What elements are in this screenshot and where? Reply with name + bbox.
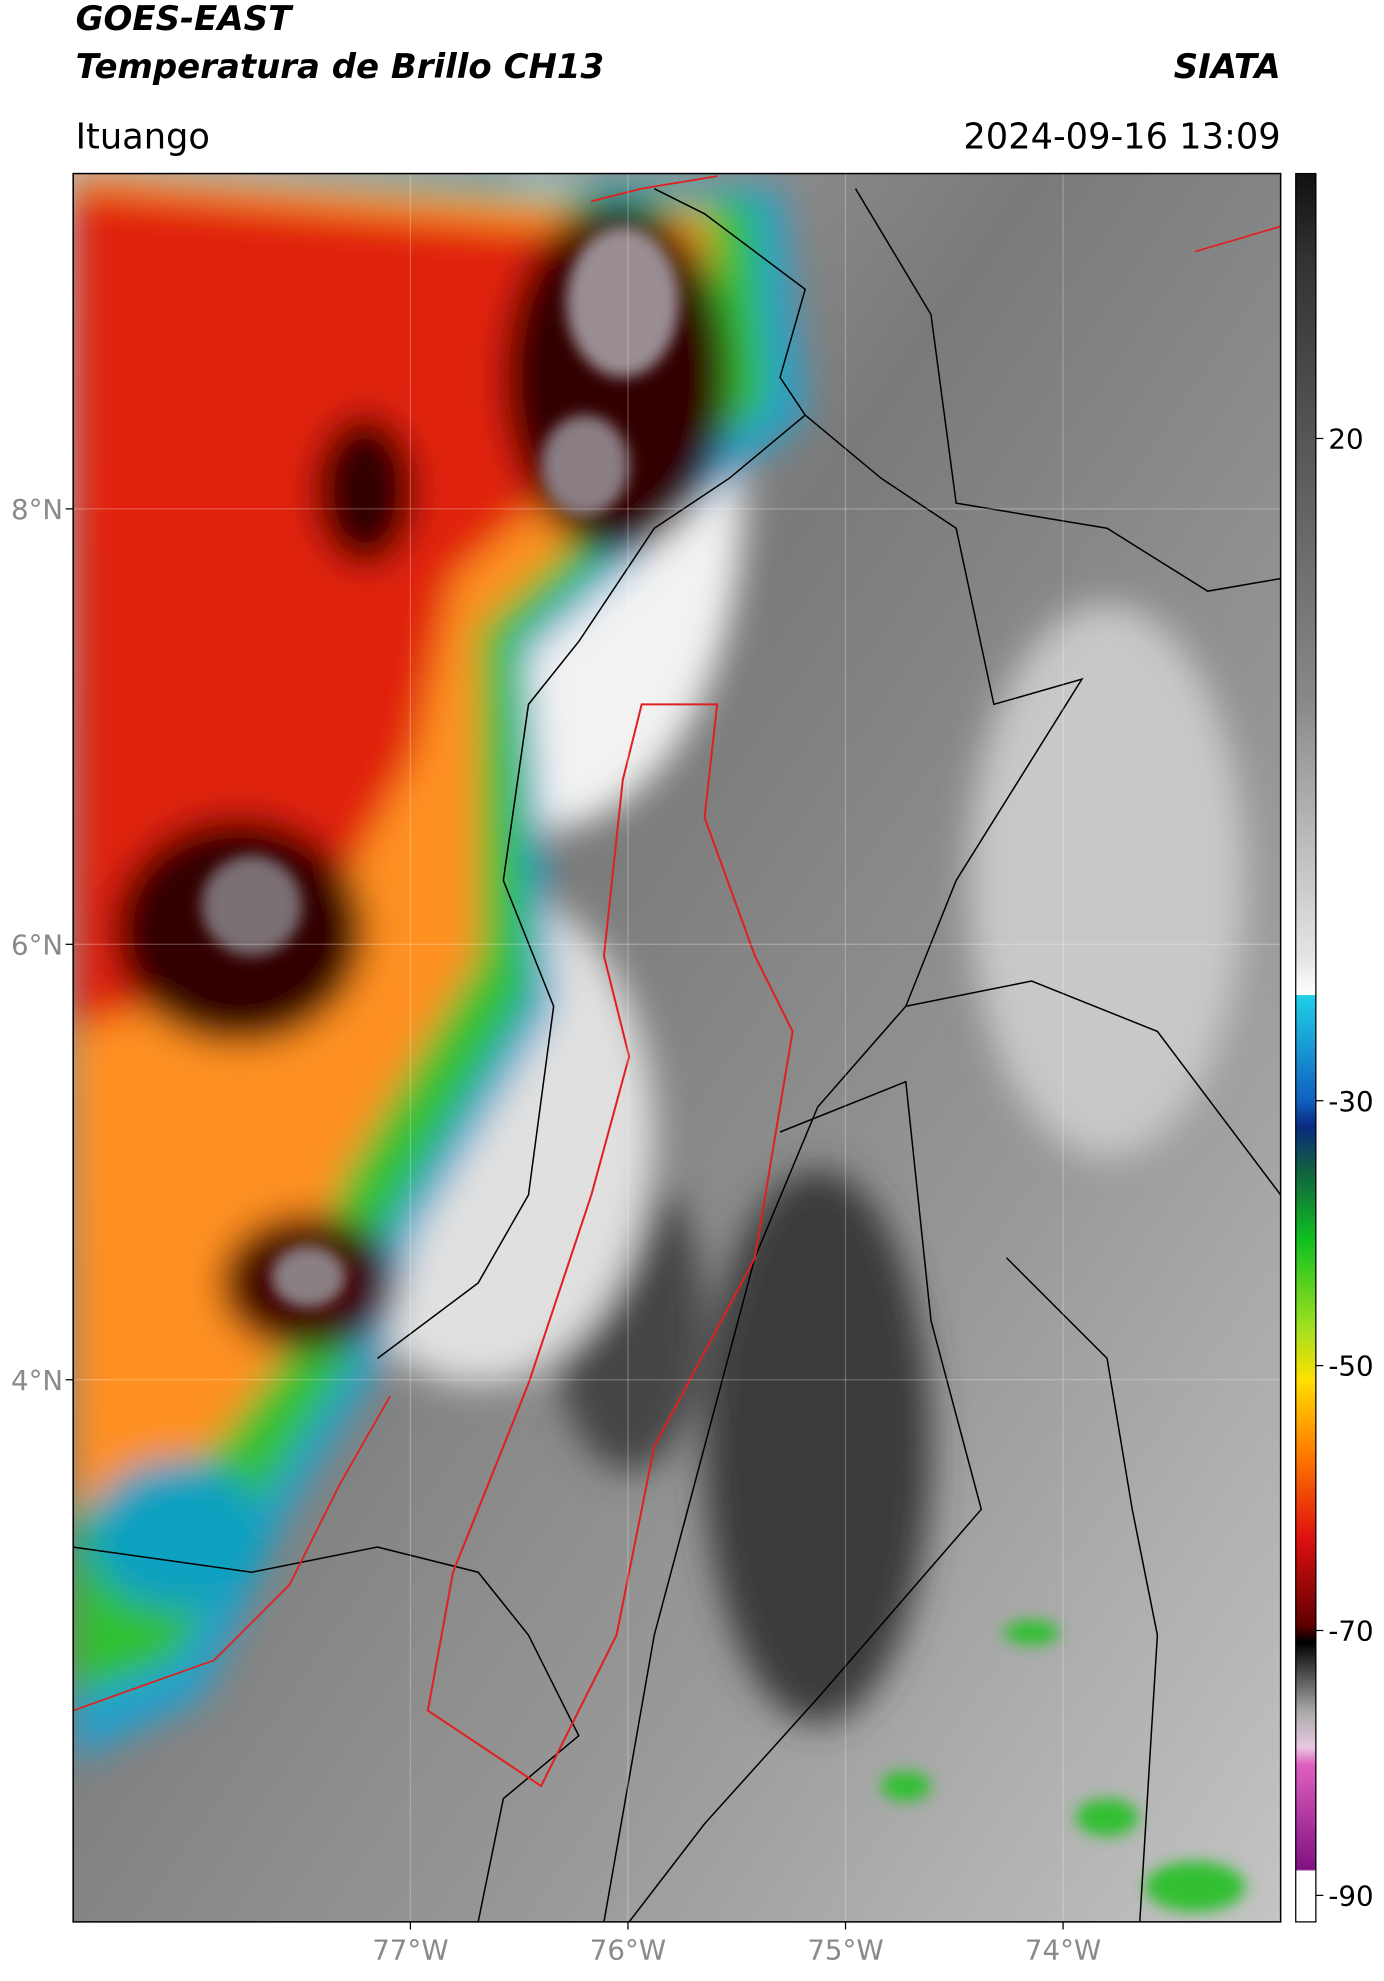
colorbar	[1295, 172, 1317, 1923]
colorbar-tick-label: -90	[1328, 1879, 1373, 1912]
colorbar-tick-label: -30	[1328, 1085, 1373, 1118]
grid	[73, 173, 1281, 1922]
x-tick-label: 76°W	[590, 1934, 666, 1967]
x-tick-label: 77°W	[372, 1934, 448, 1967]
colorbar-tick-label: -50	[1328, 1350, 1373, 1383]
y-tick-label: 4°N	[11, 1364, 63, 1397]
ticks: 77°W 76°W 75°W 74°W 8°N 6°N 4°N 20 -30 -50 -70 -90	[11, 423, 1374, 1967]
title: Temperatura de Brillo CH13	[76, 47, 604, 87]
y-tick-label: 6°N	[11, 928, 63, 961]
datetime: 2024-09-16 13:09	[963, 116, 1280, 157]
location: Ituango	[76, 116, 210, 157]
y-tick-label: 8°N	[11, 493, 63, 526]
colorbar-tick-label: 20	[1328, 423, 1363, 456]
satellite-image	[73, 173, 1281, 1922]
agency: SIATA	[1174, 47, 1281, 87]
x-tick-label: 75°W	[807, 1934, 883, 1967]
x-tick-label: 74°W	[1025, 1934, 1101, 1967]
title: GOES-EAST	[76, 0, 294, 39]
map-frame	[72, 172, 1282, 1923]
colorbar-tick-label: -70	[1328, 1615, 1373, 1648]
